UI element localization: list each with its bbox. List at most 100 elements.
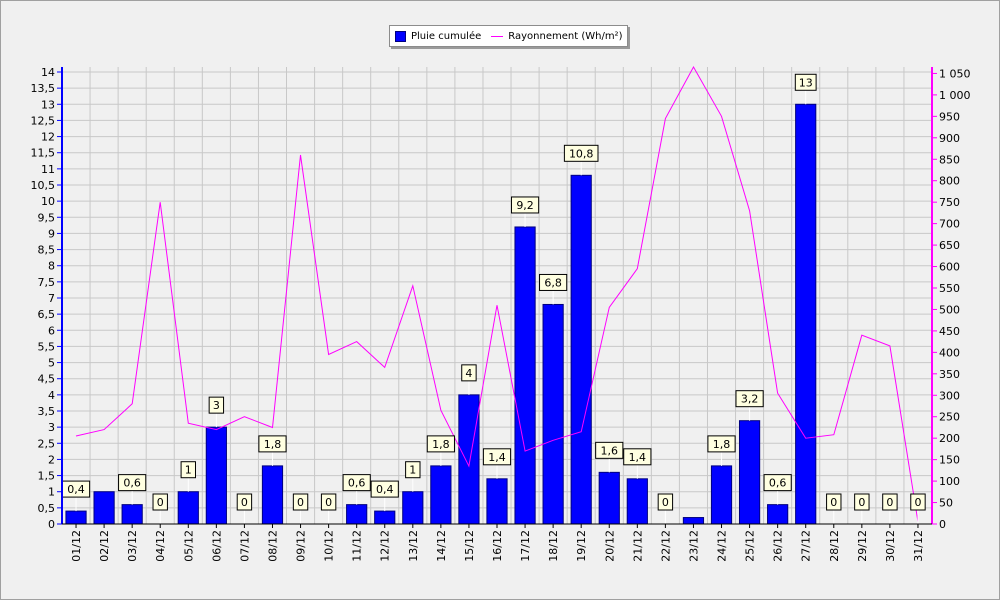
left-axis-tick-label: 3 [48, 421, 55, 434]
data-label-box [794, 73, 817, 91]
x-axis-tick-label: 27/12 [800, 530, 813, 562]
data-label-box [482, 448, 512, 466]
right-axis-tick-label: 650 [939, 239, 960, 252]
rain-bar [374, 510, 396, 525]
x-axis-tick-label: 30/12 [884, 530, 897, 562]
data-label: 1,4 [629, 451, 647, 464]
data-label-box [657, 493, 674, 511]
rain-bar [65, 510, 87, 525]
right-axis-tick-label: 150 [939, 454, 960, 467]
x-axis-tick-label: 16/12 [491, 530, 504, 562]
data-label-box [563, 144, 599, 162]
left-axis-tick-label: 7 [48, 292, 55, 305]
data-label: 0 [914, 496, 921, 509]
data-label: 1,8 [264, 438, 282, 451]
rain-bar [767, 504, 789, 525]
data-label: 1 [185, 464, 192, 477]
data-label-box [180, 461, 196, 479]
left-axis-tick-label: 9 [48, 227, 55, 240]
x-axis-tick-label: 12/12 [379, 530, 392, 562]
rain-bar [205, 426, 227, 525]
data-label: 0,4 [376, 483, 394, 496]
data-label-box [910, 493, 926, 511]
data-label: 0 [886, 496, 893, 509]
x-axis-tick-label: 29/12 [856, 530, 869, 562]
right-axis-tick-label: 750 [939, 196, 960, 209]
left-axis-tick-label: 10 [41, 195, 55, 208]
data-label: 0 [297, 496, 304, 509]
rain-bar [542, 303, 564, 525]
x-axis-tick-label: 20/12 [603, 530, 616, 562]
legend-bar-swatch [395, 30, 406, 42]
data-label-box [258, 435, 287, 453]
rain-bar [177, 491, 199, 525]
data-label: 3 [213, 399, 220, 412]
data-label: 0 [157, 496, 164, 509]
right-axis-tick-label: 800 [939, 175, 960, 188]
data-label-box [882, 493, 898, 511]
left-axis-tick-label: 1 [48, 486, 55, 499]
left-axis-tick-label: 6,5 [38, 308, 56, 321]
data-label: 10,8 [569, 147, 594, 160]
data-label: 13 [799, 76, 813, 89]
data-label: 1,8 [432, 438, 450, 451]
x-axis-tick-label: 17/12 [519, 530, 532, 562]
data-label: 0,6 [769, 477, 787, 490]
x-axis-tick-label: 23/12 [687, 530, 700, 562]
rain-bar [430, 465, 452, 525]
rain-bar [710, 465, 733, 525]
data-label-box [461, 364, 477, 382]
left-axis-tick-label: 8,5 [38, 244, 56, 257]
rain-bar [261, 465, 284, 525]
data-label-box [539, 273, 568, 291]
x-axis-tick-label: 15/12 [463, 530, 476, 562]
data-label-box [236, 493, 253, 511]
x-axis-tick-label: 06/12 [210, 530, 223, 562]
data-label-box [735, 390, 764, 408]
data-label: 9,2 [516, 199, 534, 212]
legend-item-radiation: Rayonnement (Wh/m²) [491, 31, 622, 42]
chart-legend: Pluie cumulée Rayonnement (Wh/m²) [389, 25, 629, 47]
x-axis-tick-label: 04/12 [154, 530, 167, 562]
left-axis-tick-label: 6 [48, 324, 55, 337]
left-axis-tick-label: 4 [48, 389, 55, 402]
right-axis-tick-label: 100 [939, 475, 960, 488]
right-axis-tick-label: 600 [939, 261, 960, 274]
left-axis-tick-label: 1,5 [38, 470, 56, 483]
rain-bar [458, 394, 480, 525]
data-label-box [707, 435, 736, 453]
x-axis-tick-label: 01/12 [70, 530, 83, 562]
rain-bar [570, 174, 592, 525]
left-axis-tick-label: 0 [48, 518, 55, 531]
right-axis-tick-label: 950 [939, 110, 960, 123]
data-label-box [292, 493, 309, 511]
data-label: 1 [409, 464, 416, 477]
right-axis-tick-label: 300 [939, 389, 960, 402]
data-label: 1,4 [488, 451, 506, 464]
left-axis-tick-label: 11 [41, 163, 55, 176]
x-axis-tick-label: 22/12 [659, 530, 672, 562]
radiation-line [75, 65, 919, 522]
x-axis-tick-label: 31/12 [912, 530, 925, 562]
data-label-box [208, 396, 225, 414]
rain-bar [402, 491, 424, 525]
x-axis-tick-label: 21/12 [631, 530, 644, 562]
data-label: 0 [858, 496, 865, 509]
x-axis-tick-label: 08/12 [266, 530, 279, 562]
x-axis-tick-label: 14/12 [435, 530, 448, 562]
left-axis-tick-label: 5,5 [38, 340, 56, 353]
right-axis-tick-label: 350 [939, 368, 960, 381]
data-label-box [595, 441, 624, 459]
data-label-box [320, 493, 337, 511]
data-label-box [405, 461, 421, 479]
right-axis-tick-label: 1 050 [939, 67, 971, 80]
x-axis-tick-label: 07/12 [238, 530, 251, 562]
right-axis-tick-label: 250 [939, 411, 960, 424]
right-axis-tick-label: 850 [939, 153, 960, 166]
rain-bar [795, 103, 817, 525]
left-axis-tick-label: 3,5 [38, 405, 56, 418]
right-axis-tick-label: 200 [939, 432, 960, 445]
data-label: 0,4 [67, 483, 85, 496]
x-axis-tick-label: 25/12 [744, 530, 757, 562]
